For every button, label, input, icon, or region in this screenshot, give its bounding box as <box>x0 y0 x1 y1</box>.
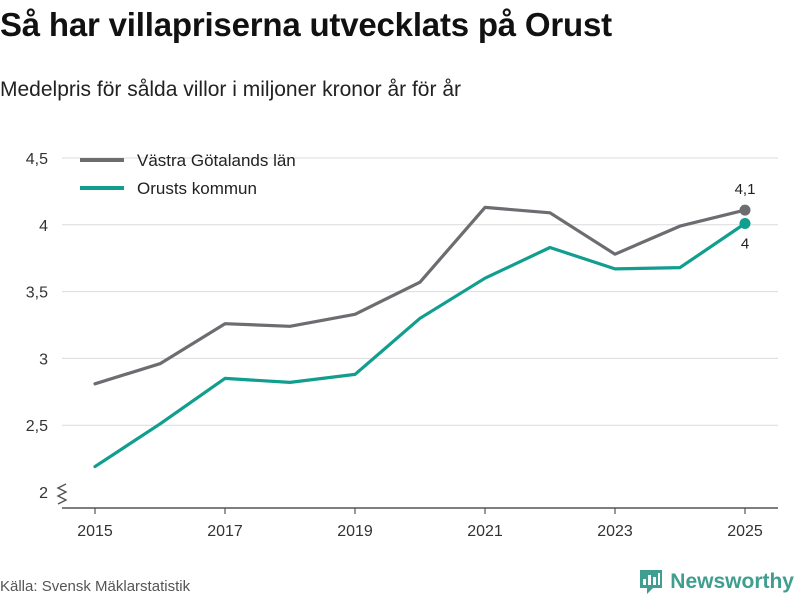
bar-chart-logo-icon <box>640 570 663 594</box>
x-tick-label: 2017 <box>207 523 243 540</box>
y-tick-label: 3 <box>39 351 48 368</box>
series-line-0 <box>93 205 747 386</box>
y-tick-label: 4,5 <box>26 151 48 168</box>
x-tick-label: 2021 <box>467 523 503 540</box>
y-tick-label: 3,5 <box>26 285 48 302</box>
end-point-marker <box>739 217 751 229</box>
x-tick-label: 2015 <box>77 523 113 540</box>
brand-name: Newsworthy <box>670 570 794 593</box>
x-tick-label: 2025 <box>727 523 763 540</box>
axis-break-icon <box>56 483 68 505</box>
x-tick-labels: 2015 2017 2019 2021 2023 2025 <box>77 508 763 540</box>
end-value-label: 4 <box>741 235 749 252</box>
axes <box>56 483 778 509</box>
legend-label: Västra Götalands län <box>137 151 296 170</box>
x-tick-label: 2019 <box>337 523 373 540</box>
y-tick-label: 2,5 <box>26 418 48 435</box>
x-tick-label: 2023 <box>597 523 633 540</box>
end-value-label: 4,1 <box>735 181 756 198</box>
y-tick-label: 4 <box>39 218 48 235</box>
end-labels: 4,14 <box>735 181 756 252</box>
legend-label: Orusts kommun <box>137 179 257 198</box>
y-tick-label: 2 <box>39 485 48 502</box>
series-lines <box>93 204 751 469</box>
chart-title: Så har villapriserna utvecklats på Orust <box>0 6 612 43</box>
series-line-1 <box>93 221 747 469</box>
chart-subtitle: Medelpris för sålda villor i miljoner kr… <box>0 78 461 101</box>
gridlines <box>62 157 778 426</box>
brand-logo[interactable]: Newsworthy <box>638 568 794 596</box>
end-point-marker <box>739 204 751 216</box>
y-tick-labels: 2 2,5 3 3,5 4 4,5 <box>26 151 48 502</box>
legend: Västra Götalands län Orusts kommun <box>80 151 296 198</box>
source-note: Källa: Svensk Mäklarstatistik <box>0 578 191 595</box>
